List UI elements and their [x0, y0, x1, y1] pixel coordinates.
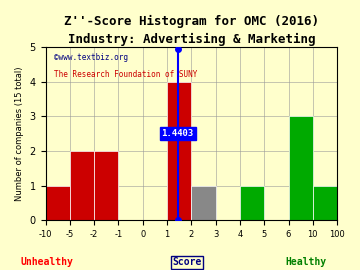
Text: The Research Foundation of SUNY: The Research Foundation of SUNY: [54, 70, 198, 79]
Text: Score: Score: [172, 257, 202, 267]
Bar: [240, 185, 264, 220]
Text: Unhealthy: Unhealthy: [21, 257, 73, 267]
Bar: [191, 185, 216, 220]
Text: 1.4403: 1.4403: [162, 129, 194, 138]
Bar: [288, 116, 313, 220]
Text: ©www.textbiz.org: ©www.textbiz.org: [54, 53, 128, 62]
Bar: [167, 82, 191, 220]
Bar: [313, 185, 337, 220]
Y-axis label: Number of companies (15 total): Number of companies (15 total): [15, 66, 24, 201]
Bar: [70, 151, 94, 220]
Bar: [45, 185, 70, 220]
Bar: [94, 151, 118, 220]
Title: Z''-Score Histogram for OMC (2016)
Industry: Advertising & Marketing: Z''-Score Histogram for OMC (2016) Indus…: [64, 15, 319, 46]
Text: Healthy: Healthy: [285, 257, 327, 267]
